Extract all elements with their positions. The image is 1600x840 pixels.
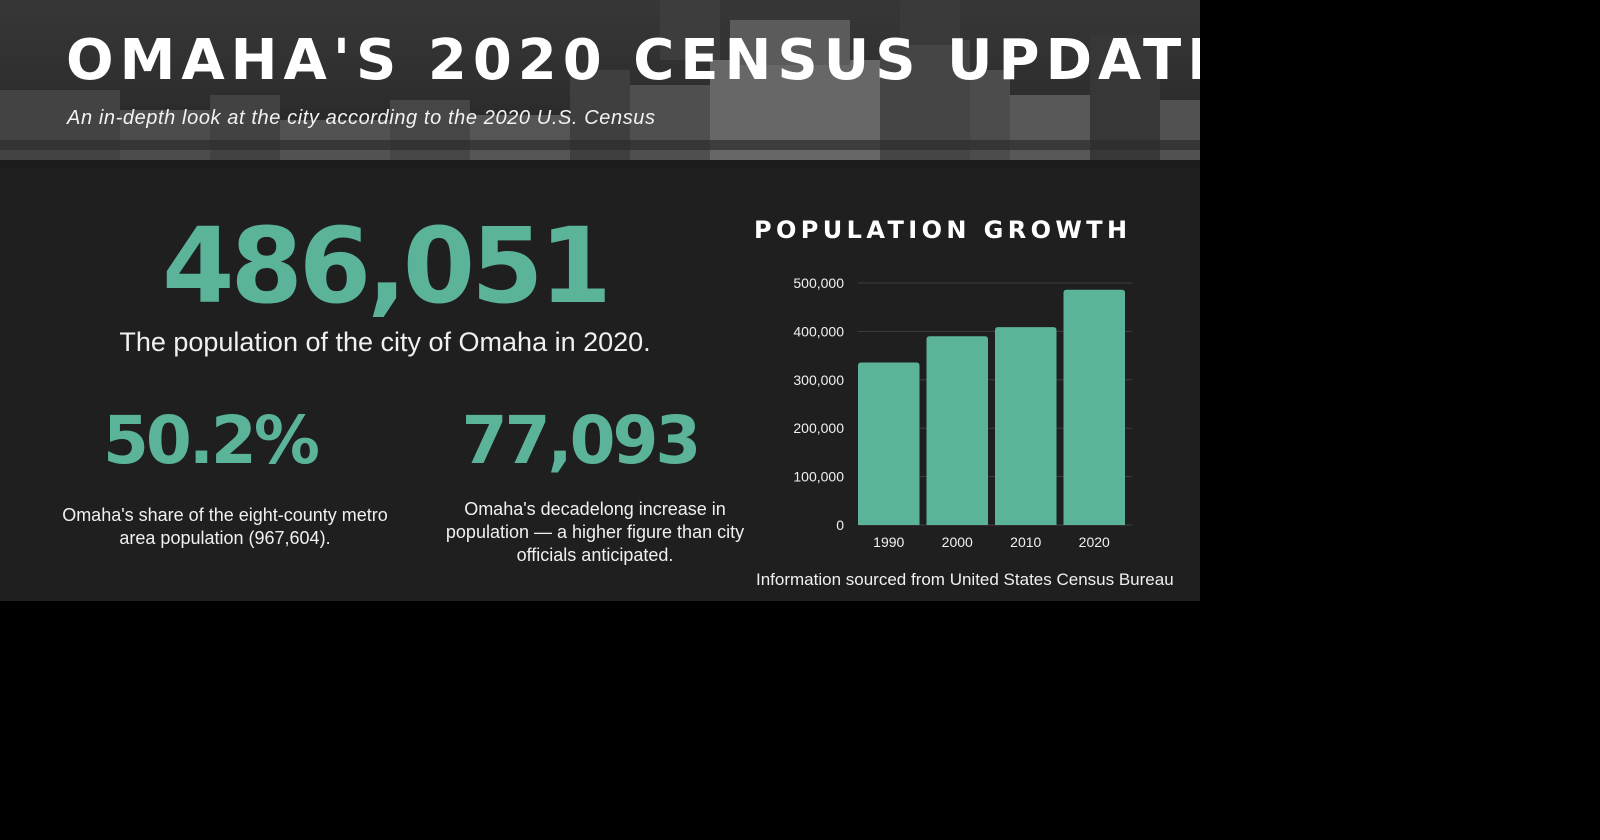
metro-share-stat-description: Omaha's share of the eight-county metro … (62, 505, 388, 548)
population-stat-value: 486,051 (162, 205, 612, 327)
chart-title: POPULATION GROWTH (754, 216, 1132, 244)
bar-2020 (1063, 289, 1125, 525)
bar-1990 (858, 362, 920, 525)
source-note: Information sourced from United States C… (756, 570, 1174, 589)
y-tick-label: 100,000 (793, 469, 844, 485)
metro-share-stat-value: 50.2% (103, 402, 320, 479)
census-infographic: OMAHA'S 2020 CENSUS UPDATE An in-depth l… (0, 0, 1200, 601)
x-tick-label: 2010 (1010, 534, 1041, 550)
population-growth-chart: 0 100,000 200,000 300,000 400,000 500,000 1990… (793, 275, 1132, 550)
y-tick-label: 500,000 (793, 275, 844, 291)
page-subtitle: An in-depth look at the city according t… (67, 107, 656, 129)
y-tick-label: 0 (836, 517, 844, 533)
y-tick-label: 200,000 (793, 420, 844, 436)
x-tick-label: 1990 (873, 534, 904, 550)
decade-increase-stat-value: 77,093 (461, 402, 702, 479)
y-tick-label: 300,000 (793, 372, 844, 388)
bar-2000 (926, 336, 988, 525)
y-tick-label: 400,000 (793, 323, 844, 339)
header-banner: OMAHA'S 2020 CENSUS UPDATE An in-depth l… (0, 0, 1200, 168)
page-title: OMAHA'S 2020 CENSUS UPDATE (66, 28, 1200, 93)
population-stat-description: The population of the city of Omaha in 2… (119, 327, 651, 357)
x-tick-label: 2000 (942, 534, 973, 550)
bar-2010 (995, 327, 1057, 525)
x-tick-label: 2020 (1079, 534, 1110, 550)
decade-increase-stat-description: Omaha's decadelong increase in populatio… (445, 499, 745, 565)
city-skyline-image (0, 0, 1200, 168)
